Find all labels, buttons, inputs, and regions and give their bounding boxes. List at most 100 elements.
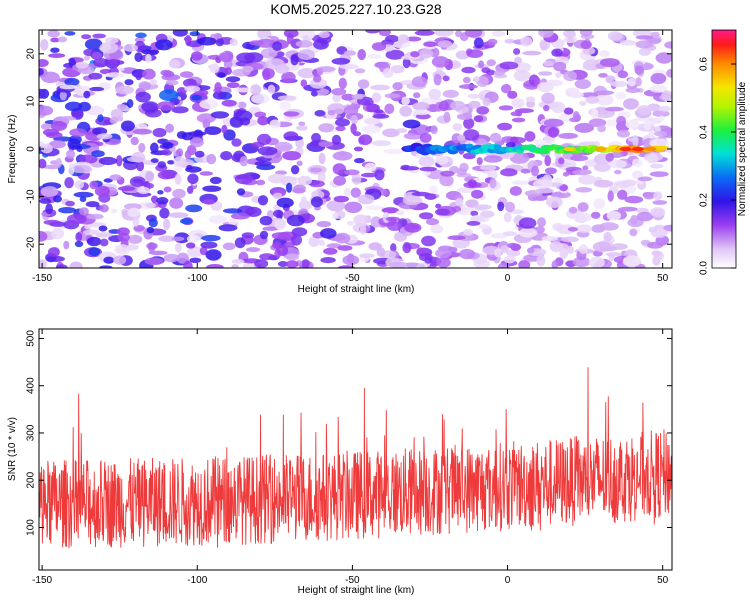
- x-tick-label: 50: [657, 273, 669, 284]
- noise-blob: [180, 218, 193, 225]
- noise-blob: [520, 36, 533, 47]
- noise-blob: [229, 38, 238, 47]
- noise-blob: [138, 81, 152, 91]
- noise-blob: [250, 84, 262, 96]
- noise-blob: [156, 101, 175, 111]
- noise-blob: [210, 111, 229, 119]
- noise-blob: [236, 52, 256, 63]
- noise-blob: [141, 101, 159, 113]
- noise-blob: [311, 90, 318, 97]
- noise-blob: [473, 204, 492, 210]
- noise-blob: [652, 110, 670, 118]
- noise-blob: [89, 86, 105, 92]
- noise-blob: [163, 218, 171, 230]
- noise-blob: [555, 243, 569, 251]
- noise-blob: [110, 108, 124, 120]
- noise-blob: [318, 152, 326, 165]
- noise-blob: [568, 206, 578, 214]
- noise-blob: [605, 76, 614, 84]
- noise-blob: [563, 107, 574, 115]
- noise-blob: [92, 33, 106, 39]
- noise-blob: [367, 54, 382, 59]
- noise-blob: [88, 72, 103, 80]
- noise-blob: [47, 247, 60, 258]
- noise-blob: [200, 241, 218, 249]
- noise-blob: [135, 69, 143, 81]
- noise-blob: [537, 217, 546, 228]
- noise-blob: [99, 68, 112, 75]
- noise-blob: [316, 68, 324, 76]
- noise-blob: [507, 242, 518, 249]
- noise-blob: [551, 48, 563, 57]
- noise-blob: [41, 71, 60, 84]
- noise-blob: [60, 115, 77, 121]
- noise-blob: [150, 142, 159, 153]
- noise-blob: [159, 89, 179, 101]
- noise-blob: [563, 70, 577, 82]
- noise-blob: [318, 31, 330, 39]
- noise-blob: [577, 202, 589, 212]
- noise-blob: [350, 187, 361, 198]
- noise-blob: [105, 37, 119, 44]
- noise-blob: [203, 199, 215, 205]
- noise-blob: [459, 248, 476, 260]
- noise-blob: [124, 79, 134, 86]
- noise-blob: [653, 191, 663, 201]
- snr-y-ticks: 100 200 300 400 500: [26, 330, 672, 536]
- signal-peak: [631, 146, 644, 152]
- noise-blob: [246, 247, 261, 253]
- noise-blob: [168, 212, 189, 219]
- noise-blob: [272, 41, 282, 51]
- noise-blob: [467, 93, 481, 99]
- noise-blob: [323, 247, 338, 255]
- noise-blob: [262, 226, 279, 231]
- noise-blob: [625, 87, 641, 93]
- noise-blob: [382, 128, 400, 138]
- noise-blob: [603, 231, 612, 242]
- noise-blob: [555, 72, 562, 78]
- noise-blob: [421, 235, 436, 247]
- noise-blob: [84, 38, 103, 50]
- noise-blob: [413, 92, 421, 99]
- noise-blob: [605, 252, 622, 257]
- noise-blob: [82, 229, 100, 236]
- noise-blob: [226, 82, 240, 89]
- noise-blob: [457, 210, 470, 216]
- noise-blob: [241, 232, 255, 239]
- noise-blob: [242, 65, 254, 73]
- noise-blob: [593, 198, 606, 210]
- noise-blob: [42, 128, 60, 136]
- noise-blob: [352, 131, 362, 137]
- noise-blob: [88, 247, 101, 257]
- noise-blob: [47, 30, 60, 38]
- noise-blob: [567, 227, 579, 232]
- noise-blob: [146, 202, 156, 209]
- noise-blob: [283, 30, 299, 38]
- signal-blob: [656, 145, 669, 151]
- noise-blob: [438, 100, 449, 112]
- noise-blob: [309, 167, 323, 173]
- noise-blob: [116, 103, 127, 110]
- noise-blob: [579, 100, 587, 107]
- noise-blob: [191, 51, 203, 61]
- noise-blob: [190, 137, 204, 148]
- noise-blob: [572, 169, 592, 176]
- signal-peak: [563, 146, 576, 152]
- noise-blob: [386, 221, 403, 231]
- noise-blob: [483, 155, 503, 163]
- noise-blob: [257, 116, 269, 126]
- noise-blob: [607, 31, 623, 41]
- colorbar-tick-label: 0.6: [699, 57, 710, 71]
- noise-blob: [494, 248, 502, 258]
- noise-blob: [578, 174, 597, 185]
- noise-blob: [629, 228, 638, 237]
- noise-blob: [199, 246, 208, 256]
- noise-blob: [341, 93, 355, 101]
- noise-blob: [297, 49, 315, 60]
- noise-blob: [187, 173, 199, 185]
- noise-blob: [55, 157, 62, 168]
- colorbar-label: Normalized spectral amplitude: [737, 81, 748, 216]
- noise-blob: [152, 127, 167, 138]
- noise-blob: [509, 136, 519, 144]
- spectrogram-y-label: Frequency (Hz): [7, 115, 18, 184]
